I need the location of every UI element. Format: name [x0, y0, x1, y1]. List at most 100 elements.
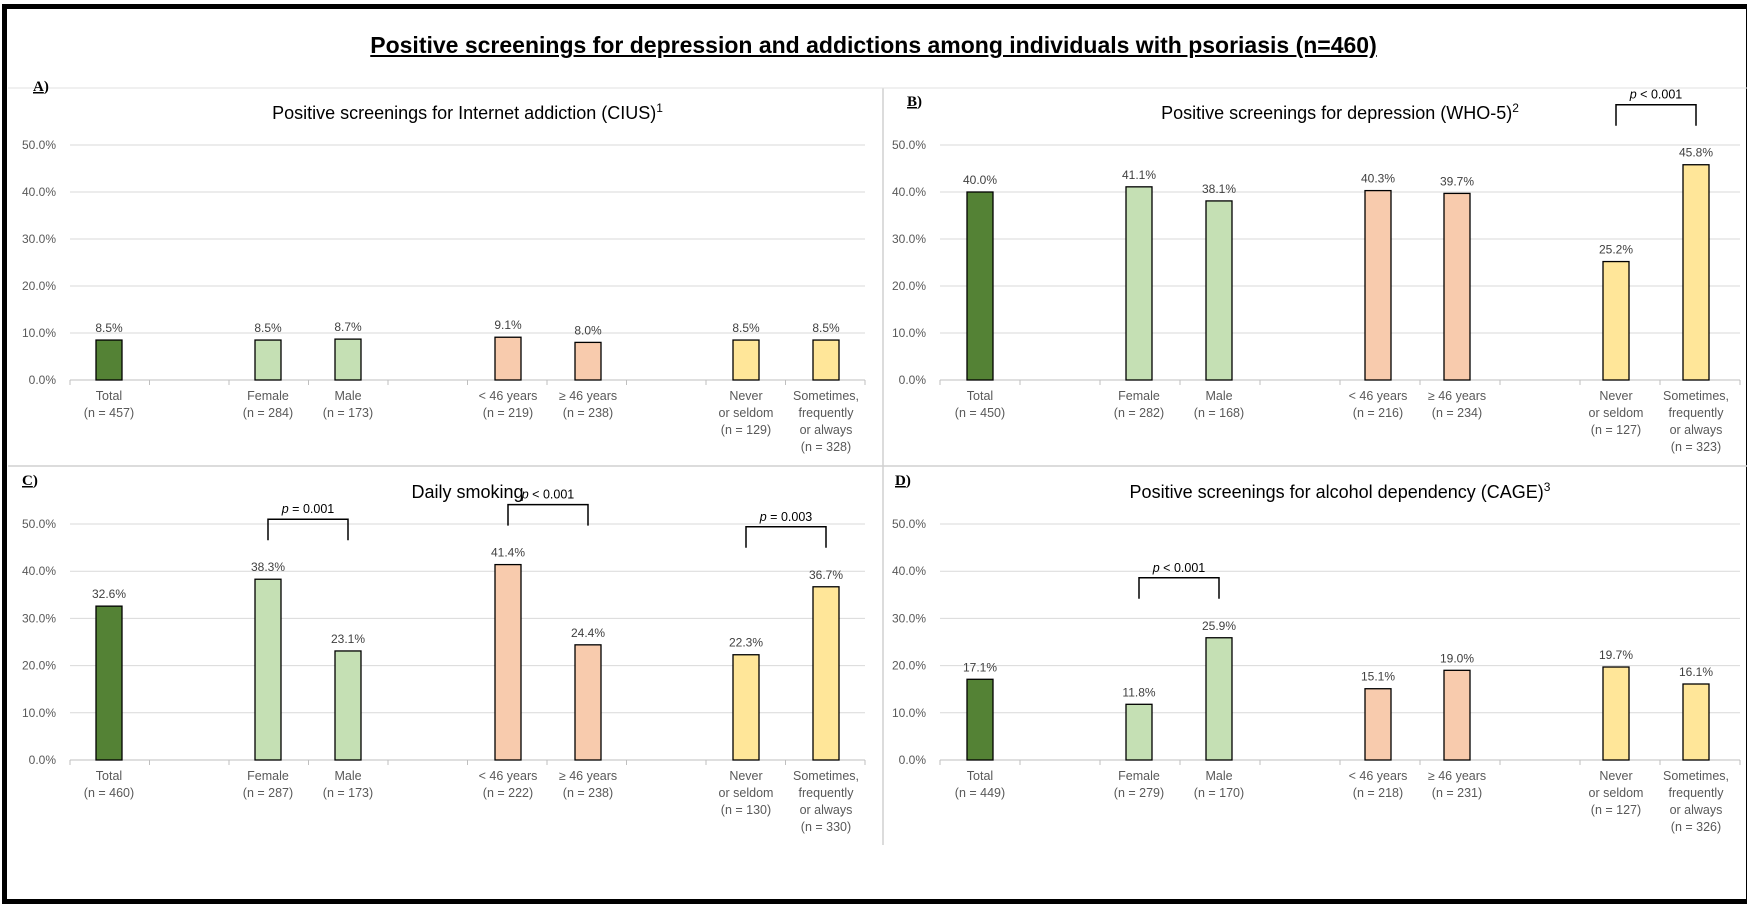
bar-frequency [732, 339, 760, 381]
chart-title-text: Positive screenings for depression (WHO-… [1161, 103, 1512, 123]
bar-total [95, 339, 123, 381]
chart-panel-a: A) Positive screenings for Internet addic… [22, 79, 866, 454]
x-tick-label: < 46 years [479, 769, 538, 783]
x-tick-label: Total [967, 769, 993, 783]
x-tick-label: or always [1670, 803, 1723, 817]
p-value-symbol: p [1629, 88, 1637, 102]
x-tick-label: (n = 218) [1353, 786, 1403, 800]
panel-label-letter: A [33, 79, 44, 95]
x-tick-label: frequently [1669, 406, 1725, 420]
data-label: 39.7% [1440, 174, 1474, 188]
bar-age [1443, 192, 1471, 381]
data-label: 16.1% [1679, 665, 1713, 679]
x-tick-label: ≥ 46 years [559, 769, 617, 783]
x-tick-label: Sometimes, [793, 389, 859, 403]
chart-title-superscript: 2 [1512, 101, 1519, 115]
data-label: 19.0% [1440, 651, 1474, 665]
data-label: 41.4% [491, 546, 525, 560]
chart-title-text: Daily smoking [411, 482, 523, 502]
chart-title: Positive screenings for alcohol dependen… [1130, 480, 1551, 502]
data-label: 40.3% [1361, 172, 1395, 186]
x-tick-label: (n = 231) [1432, 786, 1482, 800]
bar-frequency [732, 654, 760, 761]
x-tick-label: (n = 173) [323, 786, 373, 800]
data-label: 8.7% [334, 320, 362, 334]
x-tick-label: < 46 years [479, 389, 538, 403]
bar-age [1443, 669, 1471, 761]
x-tick-label: Male [1205, 769, 1232, 783]
x-tick-label: (n = 326) [1671, 820, 1721, 834]
chart-title: Positive screenings for Internet addicti… [272, 101, 663, 123]
chart-panel-d: D) Positive screenings for alcohol depend… [892, 473, 1741, 834]
x-tick-label: (n = 234) [1432, 406, 1482, 420]
y-tick-label: 0.0% [899, 753, 927, 767]
bar-sex [254, 578, 282, 761]
panel-label-paren: ) [917, 94, 922, 110]
x-tick-label: Female [1118, 389, 1160, 403]
panel-label: D) [895, 473, 911, 489]
x-tick-label: (n = 130) [721, 803, 771, 817]
bar-frequency [1602, 666, 1630, 761]
panel-label-paren: ) [44, 79, 49, 95]
x-tick-label: Sometimes, [1663, 769, 1729, 783]
panel-label-letter: D [895, 473, 906, 489]
data-label: 8.5% [812, 321, 840, 335]
p-value-symbol: p [759, 510, 767, 524]
x-tick-label: (n = 279) [1114, 786, 1164, 800]
y-tick-label: 0.0% [899, 373, 927, 387]
data-label: 17.1% [963, 660, 997, 674]
x-tick-label: (n = 238) [563, 406, 613, 420]
x-tick-label: Female [247, 389, 289, 403]
p-value-label: p < 0.001 [1629, 88, 1683, 102]
p-value-symbol: p [521, 488, 529, 502]
x-tick-label: or seldom [1589, 786, 1644, 800]
bar-total [966, 678, 994, 761]
x-tick-label: or seldom [1589, 406, 1644, 420]
x-tick-label: ≥ 46 years [1428, 769, 1486, 783]
bar-age [1364, 189, 1392, 381]
bar-age [494, 563, 522, 761]
bar-total [966, 191, 994, 381]
bar-frequency [812, 339, 840, 381]
p-value-text: = 0.001 [289, 502, 335, 516]
data-label: 19.7% [1599, 648, 1633, 662]
p-value-label: p = 0.001 [281, 502, 335, 516]
data-label: 25.2% [1599, 243, 1633, 257]
bar-sex [1125, 186, 1153, 381]
x-tick-label: (n = 219) [483, 406, 533, 420]
x-tick-label: (n = 168) [1194, 406, 1244, 420]
x-tick-label: < 46 years [1349, 769, 1408, 783]
data-label: 22.3% [729, 636, 763, 650]
bar-frequency [1602, 260, 1630, 381]
x-tick-label: (n = 238) [563, 786, 613, 800]
chart-title: Daily smoking [411, 482, 523, 502]
data-label: 40.0% [963, 173, 997, 187]
x-tick-label: Male [1205, 389, 1232, 403]
x-tick-label: frequently [799, 406, 855, 420]
y-tick-label: 10.0% [22, 706, 56, 720]
x-tick-label: Never [729, 389, 762, 403]
data-label: 15.1% [1361, 670, 1395, 684]
y-tick-label: 20.0% [22, 659, 56, 673]
x-tick-label: Total [967, 389, 993, 403]
x-tick-label: < 46 years [1349, 389, 1408, 403]
chart-title-superscript: 3 [1544, 480, 1551, 494]
panel-label-paren: ) [906, 473, 911, 489]
significance-bracket [1138, 577, 1220, 599]
y-tick-label: 10.0% [22, 326, 56, 340]
bar-sex [334, 338, 362, 381]
y-tick-label: 20.0% [892, 659, 926, 673]
bar-age [494, 336, 522, 381]
x-tick-label: Never [1599, 389, 1632, 403]
x-tick-label: (n = 449) [955, 786, 1005, 800]
y-tick-label: 10.0% [892, 326, 926, 340]
y-tick-label: 50.0% [892, 138, 926, 152]
x-tick-label: (n = 284) [243, 406, 293, 420]
data-label: 23.1% [331, 632, 365, 646]
panel-label: B) [907, 94, 922, 110]
y-tick-label: 50.0% [892, 517, 926, 531]
significance-bracket [507, 503, 589, 526]
chart-title-superscript: 1 [656, 101, 663, 115]
figure-title: Positive screenings for depression and a… [370, 32, 1377, 58]
x-tick-label: (n = 173) [323, 406, 373, 420]
